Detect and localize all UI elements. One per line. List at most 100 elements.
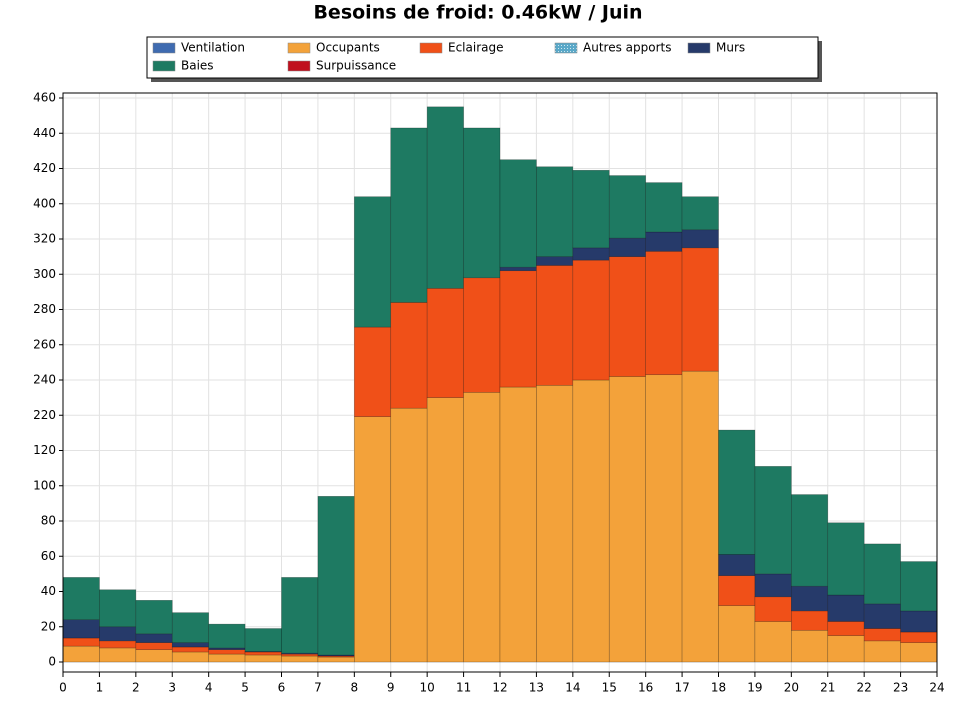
x-tick-label: 21 <box>820 681 835 695</box>
bar-segment <box>645 231 683 252</box>
bar-segment <box>754 466 792 575</box>
y-tick-label: 220 <box>33 408 56 422</box>
x-tick-label: 2 <box>132 681 140 695</box>
bar-segment <box>718 554 756 576</box>
x-tick-label: 10 <box>420 681 435 695</box>
bar-segment <box>281 655 319 663</box>
bar-segment <box>99 626 137 642</box>
x-tick-label: 15 <box>602 681 617 695</box>
y-tick-label: 120 <box>33 443 56 457</box>
x-tick-label: 1 <box>96 681 104 695</box>
legend-label: Eclairage <box>448 41 504 55</box>
bar-segment <box>827 594 865 622</box>
legend-swatch <box>287 60 311 72</box>
legend-swatch <box>287 42 311 54</box>
x-tick-label: 0 <box>59 681 67 695</box>
y-tick-label: 280 <box>33 302 56 316</box>
bar-segment <box>171 651 209 663</box>
bar-segment <box>354 196 392 328</box>
bar-segment <box>426 106 464 289</box>
y-tick-label: 100 <box>33 478 56 492</box>
bar-segment <box>354 416 392 663</box>
x-tick-label: 3 <box>168 681 176 695</box>
bar-segment <box>681 247 719 372</box>
bar-segment <box>791 610 829 631</box>
bar-segment <box>754 621 792 663</box>
bar-segment <box>499 266 537 272</box>
x-tick-label: 12 <box>492 681 507 695</box>
legend-label: Surpuissance <box>316 59 396 73</box>
x-tick-label: 20 <box>784 681 799 695</box>
legend-label: Ventilation <box>181 41 245 55</box>
legend-swatch <box>419 42 443 54</box>
bar-segment <box>354 326 392 417</box>
x-tick-label: 9 <box>387 681 395 695</box>
bar-segment <box>171 642 209 648</box>
bar-segment <box>536 384 574 663</box>
bar-segment <box>900 642 938 663</box>
x-tick-label: 7 <box>314 681 322 695</box>
legend-swatch <box>152 42 176 54</box>
bar-segment <box>135 649 173 663</box>
y-tick-label: 300 <box>33 267 56 281</box>
bar-segment <box>135 642 173 650</box>
bar-segment <box>608 237 646 257</box>
y-tick-label: 0 <box>48 655 56 669</box>
bar-segment <box>426 288 464 398</box>
x-tick-label: 8 <box>351 681 359 695</box>
bar-segment <box>608 376 646 663</box>
bar-segment <box>608 175 646 239</box>
bar-segment <box>645 374 683 663</box>
y-tick-label: 460 <box>33 91 56 105</box>
y-tick-label: 240 <box>33 373 56 387</box>
bar-segment <box>572 169 610 249</box>
bar-segment <box>62 637 100 647</box>
bar-segment <box>718 605 756 663</box>
bar-segment <box>827 621 865 636</box>
bar-segment <box>645 251 683 376</box>
x-tick-label: 23 <box>893 681 908 695</box>
bar-segment <box>791 629 829 663</box>
y-tick-label: 420 <box>33 161 56 175</box>
x-tick-label: 17 <box>674 681 689 695</box>
plot-frame <box>62 92 938 673</box>
bar-segment <box>863 543 901 605</box>
legend-label: Baies <box>181 59 214 73</box>
bar-segment <box>900 610 938 633</box>
y-tick-label: 80 <box>41 514 56 528</box>
bar-segment <box>900 631 938 643</box>
bar-segment <box>572 259 610 381</box>
bar-segment <box>135 600 173 635</box>
bar-segment <box>572 379 610 663</box>
x-tick-label: 16 <box>638 681 653 695</box>
y-tick-label: 20 <box>41 619 56 633</box>
x-tick-label: 14 <box>565 681 580 695</box>
bar-segment <box>608 256 646 377</box>
bar-segment <box>499 159 537 268</box>
x-tick-label: 6 <box>278 681 286 695</box>
y-tick-label: 440 <box>33 126 56 140</box>
legend-swatch <box>152 60 176 72</box>
bar-segment <box>827 635 865 663</box>
bar-segment <box>827 522 865 596</box>
bar-segment <box>99 647 137 663</box>
x-tick-label: 19 <box>747 681 762 695</box>
bar-segment <box>99 589 137 628</box>
bar-segment <box>463 127 501 279</box>
bar-segment <box>754 573 792 598</box>
bar-segment <box>645 182 683 233</box>
legend-label: Murs <box>716 41 745 55</box>
bar-segment <box>863 603 901 629</box>
bar-segment <box>718 575 756 606</box>
bar-segment <box>171 612 209 643</box>
bar-segment <box>208 623 246 649</box>
x-tick-label: 4 <box>205 681 213 695</box>
bar-segment <box>499 386 537 663</box>
bar-segment <box>244 651 282 656</box>
x-tick-label: 24 <box>929 681 944 695</box>
bar-segment <box>791 585 829 612</box>
bar-segment <box>281 577 319 654</box>
bar-segment <box>681 370 719 663</box>
bar-segment <box>863 628 901 642</box>
bar-segment <box>718 429 756 555</box>
